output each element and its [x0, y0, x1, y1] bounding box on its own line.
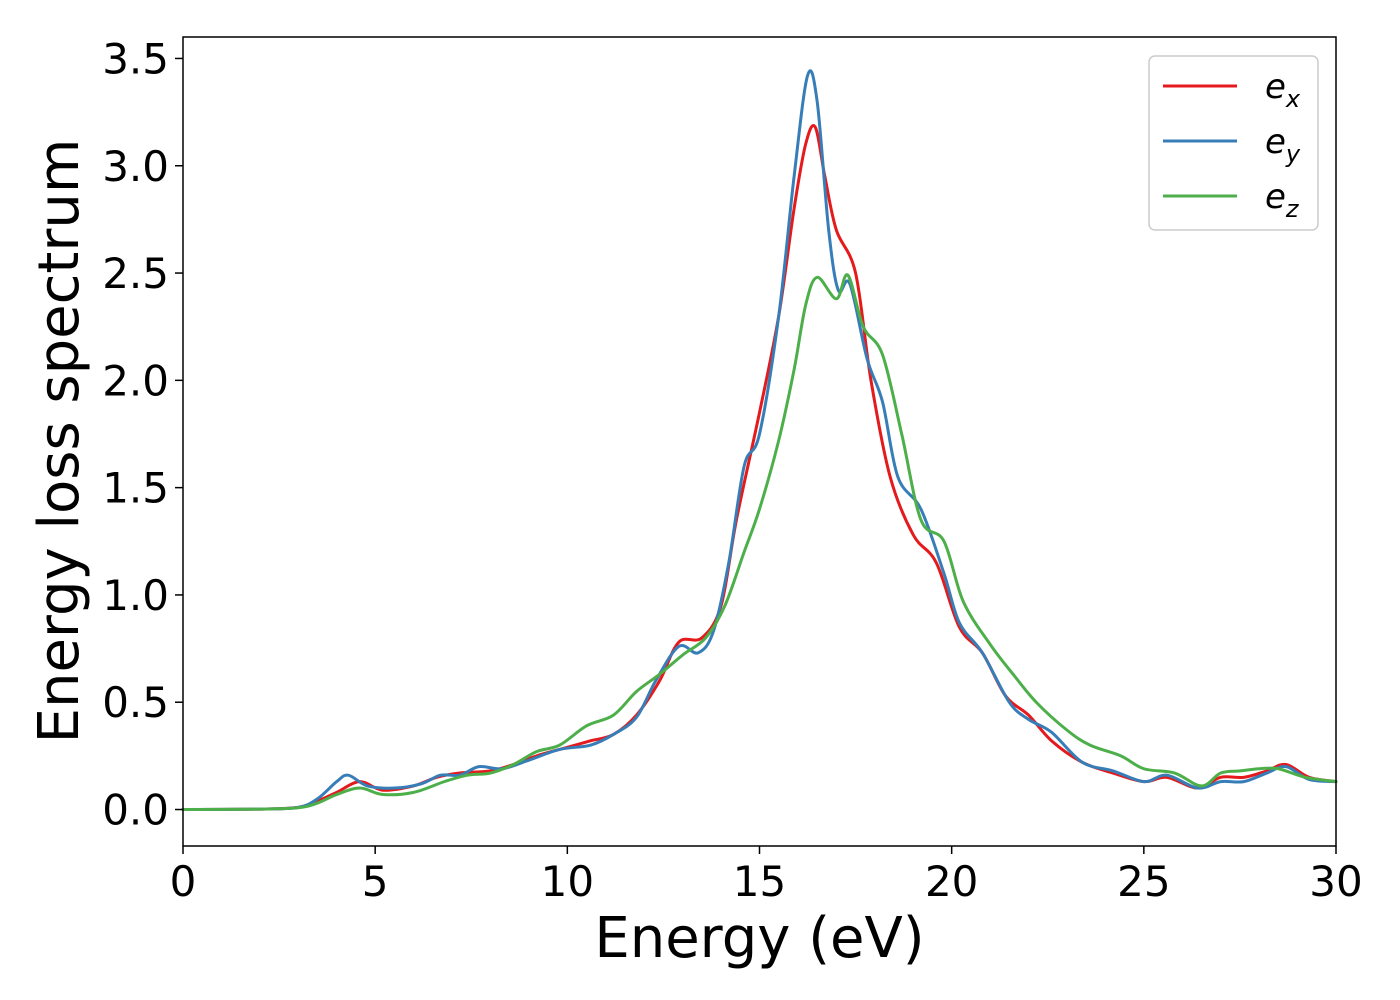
x-tick-label: 20: [925, 857, 978, 906]
legend-subscript: y: [1285, 140, 1301, 168]
y-tick-label: 3.5: [102, 34, 169, 83]
y-tick-label: 1.0: [102, 571, 169, 620]
legend-label-ey: ey: [1265, 122, 1301, 168]
legend-subscript: x: [1285, 85, 1301, 113]
x-tick-label: 0: [170, 857, 197, 906]
x-tick-label: 5: [362, 857, 389, 906]
y-axis-title: Energy loss spectrum: [27, 139, 92, 744]
x-tick-label: 25: [1117, 857, 1170, 906]
legend-box: [1148, 55, 1319, 231]
x-axis-title: Energy (eV): [594, 906, 924, 971]
y-tick-label: 3.0: [102, 142, 169, 191]
legend-subscript: z: [1285, 195, 1300, 223]
series-line-ez: [181, 273, 1338, 812]
series-line-ey: [181, 69, 1338, 812]
y-tick-label: 0.5: [102, 678, 169, 727]
y-axis: 0.0 0.5 1.0 1.5 2.0 2.5 3.0 3.5: [102, 34, 183, 835]
x-tick-label: 15: [733, 857, 786, 906]
y-tick-label: 0.0: [102, 786, 169, 835]
y-tick-label: 2.0: [102, 356, 169, 405]
x-axis: 0 5 10 15 20 25 30: [170, 846, 1363, 906]
x-tick-label: 30: [1309, 857, 1362, 906]
series-lines: [181, 69, 1338, 812]
y-tick-label: 2.5: [102, 249, 169, 298]
plot-area: [183, 37, 1336, 846]
x-tick-label: 10: [541, 857, 594, 906]
y-tick-label: 1.5: [102, 464, 169, 513]
